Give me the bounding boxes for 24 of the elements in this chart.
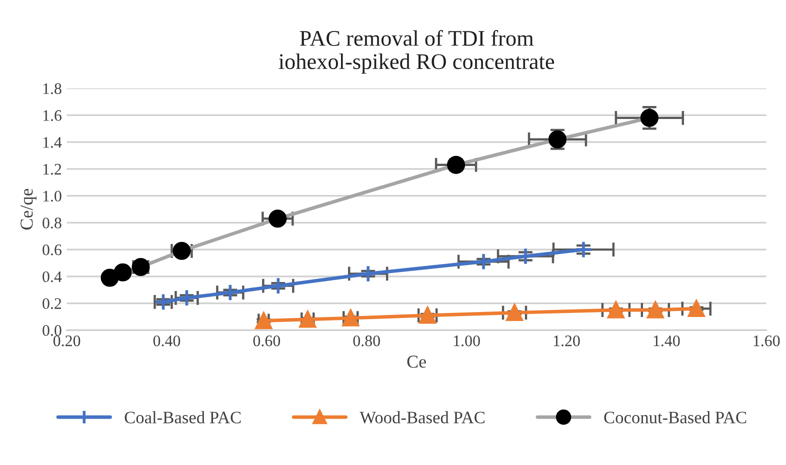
y-tick-label: 1.8: [43, 83, 62, 94]
x-tick-label: 1.20: [554, 335, 580, 346]
y-tick-label: 1.4: [43, 137, 62, 148]
y-tick-label: 0.4: [42, 271, 62, 282]
y-tick-label: 1.2: [43, 164, 62, 175]
y-tick-label: 1.0: [43, 190, 62, 202]
x-tick-label: 0.40: [153, 335, 180, 346]
x-tick-label: 1.40: [654, 335, 680, 346]
legend-label: Coconut-Based PAC: [604, 411, 746, 424]
chart-title: PAC removal of TDI from iohexol-spiked RO concentrate: [278, 30, 554, 74]
legend-label: Coal-Based PAC: [124, 411, 241, 424]
y-axis-title: Ce/qe: [20, 188, 36, 230]
x-tick-label: 0.20: [53, 335, 80, 346]
y-tick-label: 0.6: [42, 244, 62, 256]
x-tick-label: 1.00: [454, 335, 480, 346]
y-tick-label: 0.2: [42, 298, 62, 310]
y-tick-label: 0.8: [42, 218, 62, 228]
legend-label: Wood-Based PAC: [360, 411, 484, 424]
x-axis-title: Ce: [407, 356, 426, 368]
x-tick-label: 1.60: [754, 335, 780, 346]
x-tick-label: 0.60: [253, 335, 280, 346]
y-tick-label: 0.0: [42, 325, 62, 336]
y-tick-label: 1.6: [43, 110, 62, 121]
x-tick-label: 0.80: [353, 335, 380, 346]
